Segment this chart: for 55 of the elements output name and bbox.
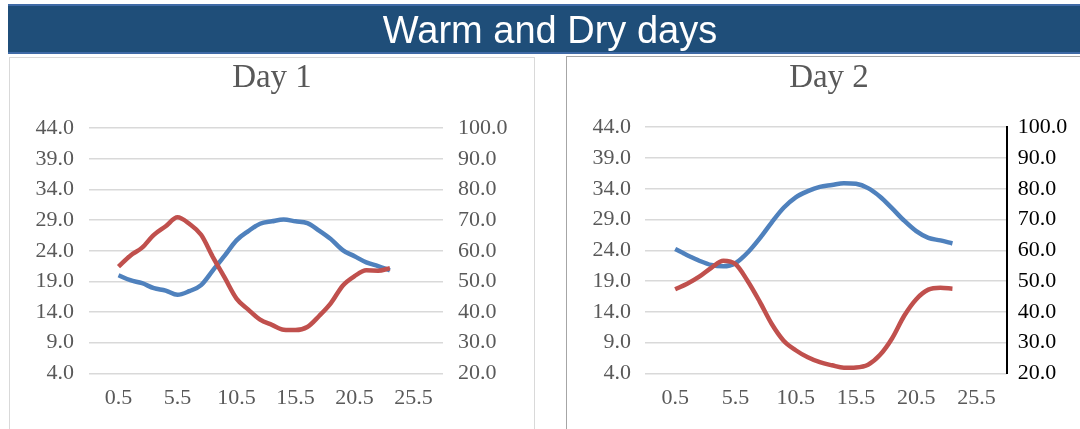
- chart-title: Day 2: [788, 58, 870, 95]
- y-tick-label: 44.0: [592, 112, 631, 138]
- y2-tick-label: 20.0: [1017, 359, 1057, 385]
- y2-tick-label: 20.0: [458, 359, 497, 385]
- y2-tick-label: 40.0: [458, 297, 497, 323]
- x-tick-label: 15.5: [276, 383, 315, 409]
- y-tick-label: 19.0: [592, 266, 631, 292]
- y2-tick-label: 100.0: [458, 113, 508, 139]
- line-series: [116, 217, 393, 298]
- y-tick-label: 39.0: [592, 143, 631, 169]
- x-tick-label: 25.5: [394, 383, 433, 409]
- y2-tick-label: 30.0: [1017, 328, 1057, 354]
- x-tick-label: 0.5: [661, 383, 689, 409]
- x-tick-label: 15.5: [836, 383, 876, 409]
- y2-tick-label: 50.0: [458, 267, 497, 293]
- y-tick-label: 9.0: [603, 328, 631, 354]
- y-tick-label: 14.0: [592, 297, 631, 323]
- y2-tick-label: 40.0: [1017, 297, 1057, 323]
- x-tick-label: 5.5: [721, 383, 750, 409]
- y2-tick-label: 90.0: [458, 144, 497, 170]
- y-tick-label: 39.0: [35, 144, 74, 170]
- y-tick-label: 24.0: [35, 236, 74, 262]
- y2-tick-label: 100.0: [1017, 112, 1068, 138]
- y2-tick-label: 80.0: [458, 175, 497, 201]
- x-tick-label: 20.5: [897, 383, 936, 409]
- y2-tick-label: 50.0: [1017, 266, 1057, 292]
- x-tick-label: 20.5: [335, 383, 374, 409]
- line-series: [672, 258, 955, 371]
- y-tick-label: 14.0: [35, 297, 74, 323]
- x-tick-label: 0.5: [104, 383, 133, 409]
- y-tick-label: 29.0: [592, 205, 631, 231]
- chart-subtitle: Day 1: [231, 58, 313, 95]
- line-series: [672, 180, 955, 269]
- y2-tick-label: 30.0: [458, 328, 497, 354]
- y-tick-label: 4.0: [46, 359, 74, 385]
- x-tick-label: 25.5: [957, 383, 996, 409]
- y2-tick-label: 70.0: [458, 205, 497, 231]
- text: Warm and Dry days: [381, 9, 719, 51]
- line-series: [116, 215, 393, 333]
- y-tick-label: 29.0: [35, 205, 74, 231]
- y2-tick-label: 60.0: [458, 236, 497, 262]
- y-tick-label: 44.0: [35, 113, 74, 139]
- x-tick-label: 10.5: [776, 383, 815, 409]
- x-tick-label: 10.5: [217, 383, 256, 409]
- y-tick-label: 19.0: [35, 267, 74, 293]
- x-tick-label: 5.5: [163, 383, 192, 409]
- y-tick-label: 34.0: [35, 175, 74, 201]
- y2-tick-label: 70.0: [1017, 205, 1057, 231]
- y2-tick-label: 80.0: [1017, 174, 1057, 200]
- y-tick-label: 34.0: [592, 174, 631, 200]
- y-tick-label: 4.0: [603, 359, 631, 385]
- y-tick-label: 24.0: [592, 236, 631, 262]
- y2-tick-label: 60.0: [1017, 236, 1057, 262]
- y2-tick-label: 90.0: [1017, 143, 1057, 169]
- y-tick-label: 9.0: [46, 328, 74, 354]
